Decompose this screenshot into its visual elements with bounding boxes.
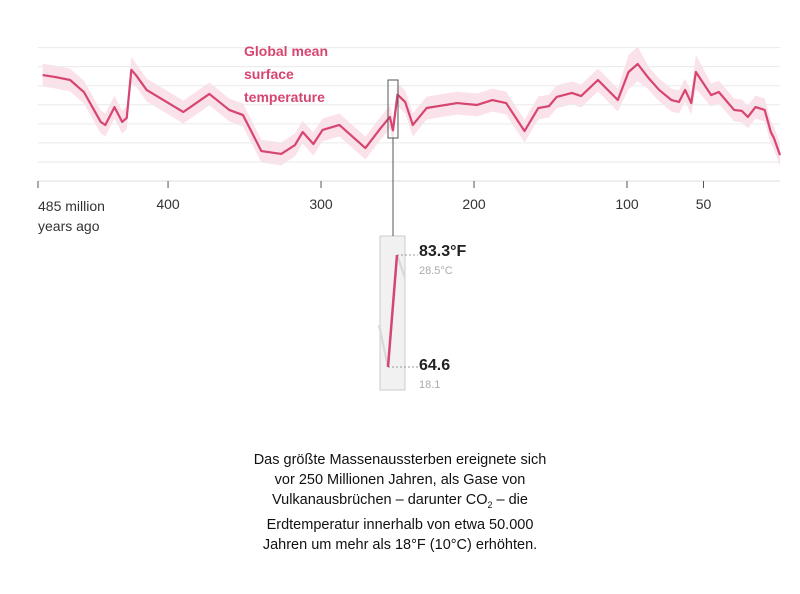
callout-sublabel: 28.5°C (419, 265, 453, 277)
caption: Das größte Massenaussterben ereignete si… (245, 450, 555, 555)
caption-subscript: 2 (487, 499, 493, 510)
x-tick-label: 50 (695, 196, 712, 212)
inset-context (377, 324, 390, 368)
plot (37, 47, 782, 188)
band-layer (42, 46, 780, 167)
inset-context (395, 254, 407, 279)
temperature-line (42, 62, 782, 156)
callout-sublabel: 18.1 (419, 379, 441, 391)
x-tick-label: 485 million years ago (38, 198, 105, 234)
uncertainty-band (42, 46, 780, 167)
x-tick-label: 300 (309, 196, 333, 212)
caption-text: – die Erdtemperatur innerhalb von etwa 5… (262, 492, 538, 553)
callout-label: 64.6 (419, 357, 451, 374)
x-tick-label: 400 (156, 196, 180, 212)
x-tick-label: 100 (615, 196, 639, 212)
x-tick-label: 200 (462, 196, 486, 212)
callout-label: 83.3°F (419, 243, 467, 260)
caption-text: Das größte Massenaussterben ereignete si… (253, 452, 547, 508)
inset-spike (386, 254, 399, 368)
annotation: Global mean surface temperature (244, 43, 329, 105)
